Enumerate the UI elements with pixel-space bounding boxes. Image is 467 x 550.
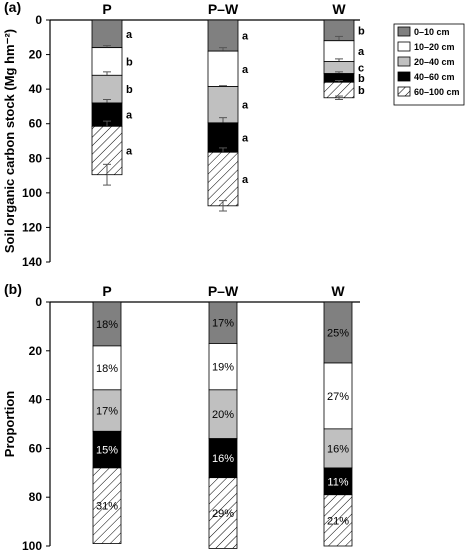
- legend-label: 0–10 cm: [414, 27, 450, 37]
- legend-label: 60–100 cm: [414, 87, 460, 97]
- bar-segment: [207, 19, 239, 52]
- significance-letter: a: [126, 29, 133, 41]
- data-label: 17%: [96, 406, 118, 418]
- bar-segment: [208, 389, 238, 440]
- significance-letter: a: [242, 133, 249, 145]
- significance-letter: b: [126, 56, 133, 68]
- y-tick-label: 60: [29, 117, 43, 131]
- y-tick-label: 20: [29, 48, 43, 62]
- y-tick-label: 40: [29, 393, 43, 407]
- bar-segment: [323, 467, 353, 496]
- data-label: 16%: [327, 443, 349, 455]
- category-label: P: [102, 283, 111, 299]
- y-tick-label: 120: [22, 220, 42, 234]
- bar-segment: [92, 389, 122, 432]
- significance-letter: a: [358, 46, 365, 58]
- bar-segment: [91, 19, 123, 49]
- bar-segment: [91, 74, 123, 104]
- data-label: 31%: [96, 501, 118, 513]
- significance-letter: b: [358, 25, 365, 37]
- significance-letter: c: [358, 63, 364, 75]
- data-label: 18%: [96, 319, 118, 331]
- category-label: W: [332, 1, 346, 17]
- legend-label: 40–60 cm: [414, 72, 455, 82]
- y-tick-label: 60: [29, 441, 43, 455]
- bar-segment: [208, 343, 238, 391]
- legend-label: 20–40 cm: [414, 57, 455, 67]
- category-label: W: [331, 283, 345, 299]
- bar-segment: [323, 362, 353, 430]
- y-axis-label: Proportion: [2, 391, 17, 457]
- bar-segment: [323, 40, 355, 62]
- bar-segment: [207, 151, 239, 207]
- data-label: 17%: [212, 318, 234, 330]
- data-label: 29%: [212, 508, 234, 520]
- bar-segment: [208, 438, 238, 479]
- data-label: 15%: [96, 445, 118, 457]
- data-label: 21%: [327, 515, 349, 527]
- data-label: 25%: [327, 328, 349, 340]
- significance-letter: a: [242, 100, 249, 112]
- data-label: 20%: [212, 409, 234, 421]
- y-tick-label: 80: [29, 490, 43, 504]
- significance-letter: a: [242, 64, 249, 76]
- y-tick-label: 140: [22, 255, 42, 269]
- significance-letter: a: [242, 174, 249, 186]
- category-label: P–W: [208, 1, 239, 17]
- bar-segment: [92, 345, 122, 391]
- bar-segment: [91, 47, 123, 76]
- panel-label: (b): [4, 281, 22, 297]
- legend-swatch: [397, 71, 411, 82]
- category-label: P–W: [208, 283, 239, 299]
- data-label: 16%: [212, 453, 234, 465]
- bar-segment: [92, 467, 122, 544]
- significance-letter: a: [126, 146, 133, 158]
- bar-segment: [323, 301, 353, 364]
- data-label: 11%: [327, 476, 348, 488]
- y-tick-label: 0: [35, 295, 42, 309]
- bar-segment: [323, 81, 355, 99]
- legend-swatch: [397, 56, 411, 67]
- data-label: 19%: [212, 362, 234, 374]
- legend-swatch: [397, 86, 411, 97]
- data-label: 27%: [327, 391, 349, 403]
- legend-swatch: [397, 41, 411, 52]
- bar-segment: [323, 428, 353, 469]
- y-tick-label: 0: [35, 13, 42, 27]
- bar-segment: [207, 122, 239, 153]
- data-label: 18%: [96, 363, 118, 375]
- y-axis-label: Soil organic carbon stock (Mg hm⁻²): [2, 29, 17, 253]
- significance-letter: a: [242, 31, 249, 43]
- y-tick-label: 100: [22, 186, 42, 200]
- significance-letter: b: [358, 85, 365, 97]
- legend-swatch: [397, 26, 411, 37]
- significance-letter: b: [126, 84, 133, 96]
- bar-segment: [207, 50, 239, 87]
- bar-segment: [208, 477, 238, 549]
- panel-label: (a): [4, 0, 21, 15]
- y-tick-label: 20: [29, 344, 43, 358]
- y-tick-label: 80: [29, 151, 43, 165]
- category-label: P: [102, 1, 111, 17]
- legend-label: 10–20 cm: [414, 42, 455, 52]
- bar-segment: [208, 301, 238, 344]
- bar-segment: [207, 86, 239, 124]
- y-tick-label: 40: [29, 82, 43, 96]
- significance-letter: b: [358, 73, 365, 85]
- significance-letter: a: [126, 110, 133, 122]
- y-tick-label: 100: [22, 539, 42, 550]
- bar-segment: [323, 494, 353, 547]
